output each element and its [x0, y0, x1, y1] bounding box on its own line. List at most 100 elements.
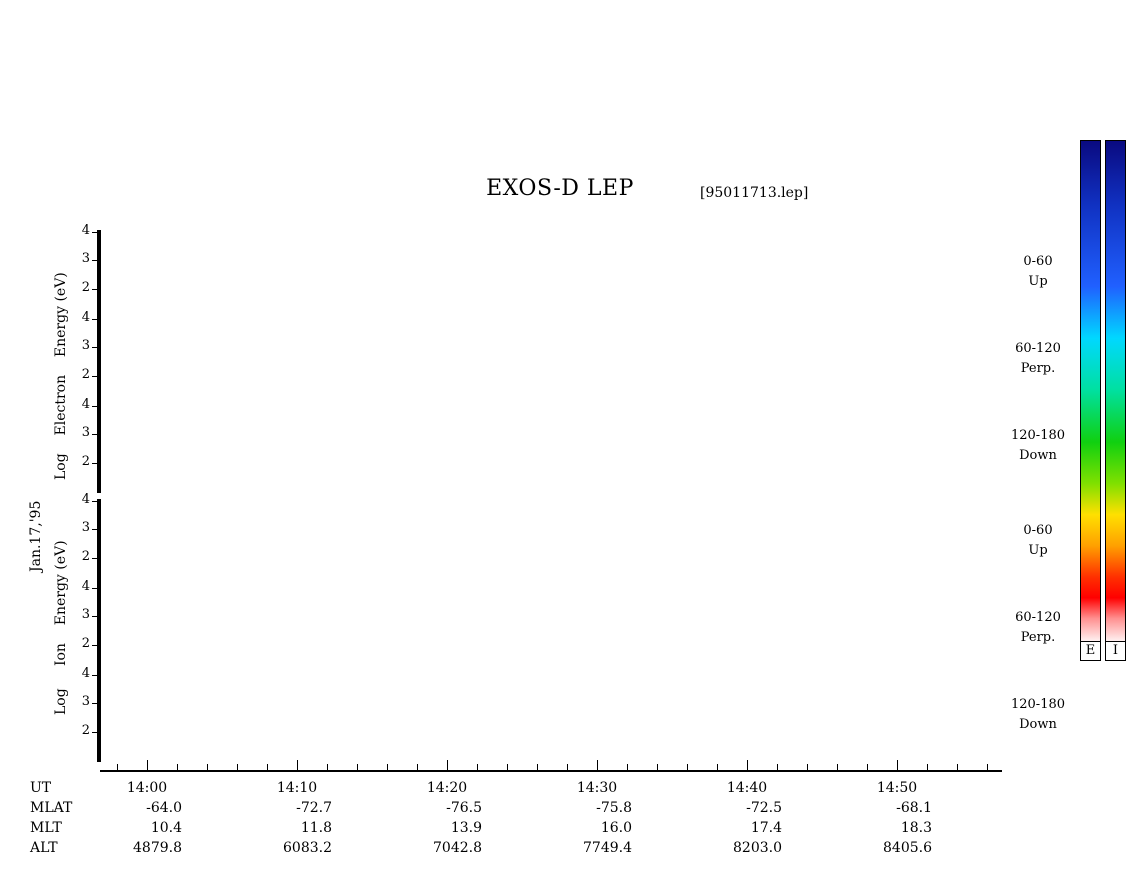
ephemeris-value: 7042.8 — [433, 840, 482, 856]
x-tick-label: 14:40 — [726, 780, 768, 796]
electron-up-panel — [97, 230, 101, 319]
y-tick-mark — [92, 406, 98, 407]
electron-axis-label: Log Electron Energy (eV) — [53, 272, 69, 480]
ion-axis-label: Log Ion Energy (eV) — [53, 540, 69, 715]
electron-down-panel — [97, 404, 101, 493]
y-tick-label: 4 — [81, 579, 90, 594]
panel-angle-label: 60-120 Perp. — [1003, 339, 1073, 379]
x-tick-mark — [717, 764, 718, 771]
ion-colorbar-label: I — [1105, 641, 1126, 661]
x-tick-mark — [207, 764, 208, 771]
ephemeris-row-label: MLAT — [30, 800, 73, 816]
x-tick-mark — [327, 764, 328, 771]
y-tick-mark — [92, 232, 98, 233]
x-tick-mark — [627, 764, 628, 771]
x-tick-label: 14:00 — [126, 780, 168, 796]
pitch-angle-range: 120-180 — [1010, 697, 1066, 712]
x-tick-mark — [447, 760, 448, 771]
y-tick-label: 2 — [81, 722, 90, 738]
y-tick-mark — [92, 501, 98, 502]
ephemeris-value: 11.8 — [300, 820, 332, 836]
ephemeris-row-label: MLT — [30, 820, 62, 836]
ephemeris-value: 17.4 — [750, 820, 782, 836]
y-tick-mark — [92, 434, 98, 436]
pitch-direction: Down — [1019, 448, 1057, 463]
ephemeris-value: 16.0 — [600, 820, 632, 836]
y-tick-mark — [92, 260, 98, 262]
y-tick-mark — [92, 347, 98, 349]
pitch-angle-range: 60-120 — [1015, 610, 1061, 625]
y-tick-mark — [92, 616, 98, 618]
x-tick-label: 14:50 — [876, 780, 918, 796]
no-data-region — [99, 675, 101, 760]
y-tick-mark — [92, 557, 98, 559]
x-tick-mark — [657, 764, 658, 771]
x-tick-label: 14:30 — [576, 780, 618, 796]
ephemeris-value: 7749.4 — [583, 840, 632, 856]
y-tick-label: 4 — [81, 223, 90, 238]
y-tick-label: 4 — [81, 492, 90, 507]
ephemeris-value: 13.9 — [450, 820, 482, 836]
x-tick-mark — [117, 764, 118, 771]
ion-up-panel — [97, 499, 101, 588]
x-tick-mark — [477, 764, 478, 771]
x-tick-mark — [567, 764, 568, 771]
x-tick-mark — [747, 760, 748, 771]
x-tick-mark — [297, 760, 298, 771]
pitch-direction: Up — [1028, 274, 1048, 289]
x-tick-mark — [387, 764, 388, 771]
y-tick-label: 4 — [81, 397, 90, 412]
x-tick-mark — [807, 764, 808, 771]
x-tick-mark — [537, 764, 538, 771]
date-label: Jan.17,'95 — [28, 500, 44, 572]
y-tick-label: 3 — [81, 694, 90, 710]
no-data-region — [99, 588, 101, 673]
x-tick-mark — [267, 764, 268, 771]
x-tick-mark — [507, 764, 508, 771]
x-tick-mark — [777, 764, 778, 771]
panel-angle-label: 0-60 Up — [1003, 252, 1073, 292]
ephemeris-value: -76.5 — [446, 800, 482, 816]
y-tick-label: 3 — [81, 425, 90, 441]
pitch-direction: Perp. — [1020, 361, 1056, 376]
y-tick-label: 3 — [81, 251, 90, 267]
y-tick-mark — [92, 731, 98, 733]
electron-colorbar — [1080, 140, 1101, 661]
y-tick-label: 4 — [81, 666, 90, 681]
x-tick-mark — [177, 764, 178, 771]
chart-title: EXOS-D LEP — [486, 176, 634, 201]
ephemeris-value: -72.5 — [746, 800, 782, 816]
x-tick-mark — [357, 764, 358, 771]
y-tick-label: 2 — [81, 279, 90, 295]
file-name: [95011713.lep] — [700, 185, 809, 201]
panel-angle-label: 120-180 Down — [1003, 695, 1073, 735]
ion-perp-panel — [97, 586, 101, 675]
x-tick-mark — [867, 764, 868, 771]
electron-perp-panel — [97, 317, 101, 406]
panel-angle-label: 0-60 Up — [1003, 521, 1073, 561]
y-tick-label: 3 — [81, 338, 90, 354]
x-tick-mark — [957, 764, 958, 771]
no-data-region — [99, 501, 101, 586]
pitch-angle-range: 120-180 — [1010, 428, 1066, 443]
no-data-region — [99, 406, 101, 491]
ephemeris-value: 18.3 — [900, 820, 932, 836]
y-tick-label: 3 — [81, 520, 90, 536]
x-tick-mark — [417, 764, 418, 771]
pitch-direction: Down — [1019, 717, 1057, 732]
ephemeris-row-label: ALT — [30, 840, 58, 856]
pitch-angle-range: 0-60 — [1023, 254, 1053, 269]
no-data-region — [99, 232, 101, 317]
y-tick-label: 2 — [81, 366, 90, 382]
y-tick-label: 3 — [81, 607, 90, 623]
panel-angle-label: 60-120 Perp. — [1003, 608, 1073, 648]
x-tick-mark — [987, 764, 988, 771]
y-tick-mark — [92, 644, 98, 646]
x-tick-mark — [897, 760, 898, 771]
ion-down-panel — [97, 673, 101, 762]
x-tick-mark — [687, 764, 688, 771]
y-tick-mark — [92, 588, 98, 589]
y-tick-mark — [92, 675, 98, 676]
pitch-angle-range: 0-60 — [1023, 523, 1053, 538]
ephemeris-value: 10.4 — [150, 820, 182, 836]
